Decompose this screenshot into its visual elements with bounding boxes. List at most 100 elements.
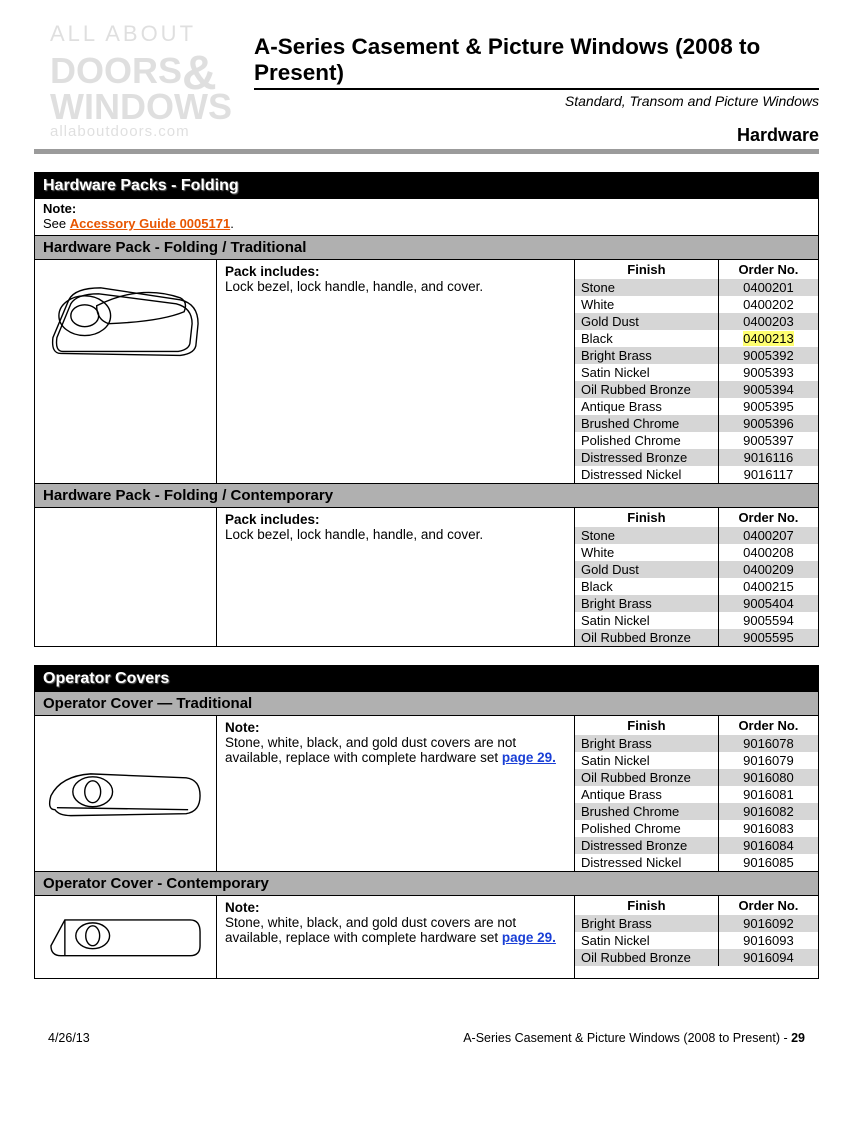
order-cell: 9005595: [718, 629, 818, 646]
order-cell: 9005397: [718, 432, 818, 449]
description-cell: Pack includes: Lock bezel, lock handle, …: [217, 260, 575, 483]
includes-text: Lock bezel, lock handle, handle, and cov…: [225, 279, 566, 294]
page-title: A-Series Casement & Picture Windows (200…: [254, 34, 819, 86]
note-label: Note:: [225, 720, 566, 735]
order-cell: 9005393: [718, 364, 818, 381]
finish-table-cell: Finish Order No. Bright Brass9016092Sati…: [575, 896, 818, 978]
order-cell: 9005404: [718, 595, 818, 612]
order-cell: 9016081: [718, 786, 818, 803]
order-cell: 0400202: [718, 296, 818, 313]
order-cell: 9016094: [718, 949, 818, 966]
col-order: Order No.: [718, 896, 818, 915]
block-title: Hardware Packs - Folding: [35, 173, 818, 199]
finish-cell: Distressed Bronze: [575, 837, 718, 854]
content-row: Note: Stone, white, black, and gold dust…: [35, 715, 818, 871]
col-finish: Finish: [575, 716, 718, 735]
includes-label: Pack includes:: [225, 512, 566, 527]
table-row: Black0400213: [575, 330, 818, 347]
table-row: Polished Chrome9016083: [575, 820, 818, 837]
table-row: Distressed Nickel9016117: [575, 466, 818, 483]
sub-section-title: Operator Cover - Contemporary: [35, 871, 818, 895]
table-row: Bright Brass9016078: [575, 735, 818, 752]
finish-cell: Oil Rubbed Bronze: [575, 949, 718, 966]
col-finish: Finish: [575, 260, 718, 279]
order-cell: 9016082: [718, 803, 818, 820]
footer-right: A-Series Casement & Picture Windows (200…: [463, 1031, 805, 1045]
watermark-amp: &: [182, 51, 217, 97]
footer-date: 4/26/13: [48, 1031, 90, 1045]
finish-cell: Brushed Chrome: [575, 415, 718, 432]
watermark-line2: DOORS: [50, 50, 182, 91]
order-cell: 0400213: [718, 330, 818, 347]
table-row: Satin Nickel9016093: [575, 932, 818, 949]
finish-table-cell: Finish Order No. Bright Brass9016078Sati…: [575, 716, 818, 871]
finish-cell: Satin Nickel: [575, 612, 718, 629]
table-row: Oil Rubbed Bronze9005595: [575, 629, 818, 646]
table-row: Stone0400201: [575, 279, 818, 296]
title-rule: [254, 88, 819, 90]
finish-table: Finish Order No. Stone0400207White040020…: [575, 508, 818, 646]
order-cell: 9016084: [718, 837, 818, 854]
finish-cell: Polished Chrome: [575, 432, 718, 449]
note-suffix: .: [230, 216, 234, 231]
order-cell: 9016093: [718, 932, 818, 949]
table-body: Stone0400201White0400202Gold Dust0400203…: [575, 279, 818, 483]
content-row: Pack includes: Lock bezel, lock handle, …: [35, 259, 818, 483]
table-row: Antique Brass9016081: [575, 786, 818, 803]
finish-cell: Black: [575, 578, 718, 595]
finish-cell: Oil Rubbed Bronze: [575, 381, 718, 398]
operator-cover-traditional-icon: [41, 754, 210, 834]
table-row: Black0400215: [575, 578, 818, 595]
finish-cell: Distressed Nickel: [575, 466, 718, 483]
table-row: Brushed Chrome9016082: [575, 803, 818, 820]
finish-cell: Satin Nickel: [575, 364, 718, 381]
order-cell: 9016079: [718, 752, 818, 769]
order-cell: 9005394: [718, 381, 818, 398]
table-row: Gold Dust0400203: [575, 313, 818, 330]
footer-page: 29: [791, 1031, 805, 1045]
accessory-guide-link[interactable]: Accessory Guide 0005171: [70, 216, 230, 231]
product-image-cell: [35, 716, 217, 871]
order-cell: 9016117: [718, 466, 818, 483]
order-cell: 0400201: [718, 279, 818, 296]
description-cell: Pack includes: Lock bezel, lock handle, …: [217, 508, 575, 646]
finish-cell: Satin Nickel: [575, 932, 718, 949]
finish-cell: Distressed Bronze: [575, 449, 718, 466]
folding-handle-icon: [41, 266, 210, 375]
table-row: Distressed Nickel9016085: [575, 854, 818, 871]
order-cell: 0400209: [718, 561, 818, 578]
finish-cell: Brushed Chrome: [575, 803, 718, 820]
table-body: Stone0400207White0400208Gold Dust0400209…: [575, 527, 818, 646]
page-link[interactable]: page 29.: [502, 750, 556, 765]
table-row: Antique Brass9005395: [575, 398, 818, 415]
finish-cell: Antique Brass: [575, 398, 718, 415]
table-row: Stone0400207: [575, 527, 818, 544]
description-cell: Note: Stone, white, black, and gold dust…: [217, 716, 575, 871]
table-row: Bright Brass9016092: [575, 915, 818, 932]
col-order: Order No.: [718, 716, 818, 735]
order-cell: 9016085: [718, 854, 818, 871]
finish-cell: White: [575, 296, 718, 313]
finish-cell: Stone: [575, 527, 718, 544]
table-row: Oil Rubbed Bronze9005394: [575, 381, 818, 398]
order-cell: 9005396: [718, 415, 818, 432]
finish-cell: Oil Rubbed Bronze: [575, 769, 718, 786]
watermark-logo: ALL ABOUT DOORS& WINDOWS allaboutdoors.c…: [50, 24, 232, 139]
note-box: Note: See Accessory Guide 0005171.: [35, 199, 818, 235]
order-cell: 9005594: [718, 612, 818, 629]
order-cell: 9016092: [718, 915, 818, 932]
finish-cell: Satin Nickel: [575, 752, 718, 769]
order-cell: 9016116: [718, 449, 818, 466]
table-row: Distressed Bronze9016116: [575, 449, 818, 466]
table-row: Brushed Chrome9005396: [575, 415, 818, 432]
finish-cell: Distressed Nickel: [575, 854, 718, 871]
finish-cell: Gold Dust: [575, 313, 718, 330]
table-row: White0400202: [575, 296, 818, 313]
col-order: Order No.: [718, 508, 818, 527]
col-order: Order No.: [718, 260, 818, 279]
finish-cell: Bright Brass: [575, 915, 718, 932]
order-cell: 0400207: [718, 527, 818, 544]
page-link[interactable]: page 29.: [502, 930, 556, 945]
note-label: Note:: [43, 201, 76, 216]
operator-cover-contemporary-icon: [41, 902, 210, 972]
